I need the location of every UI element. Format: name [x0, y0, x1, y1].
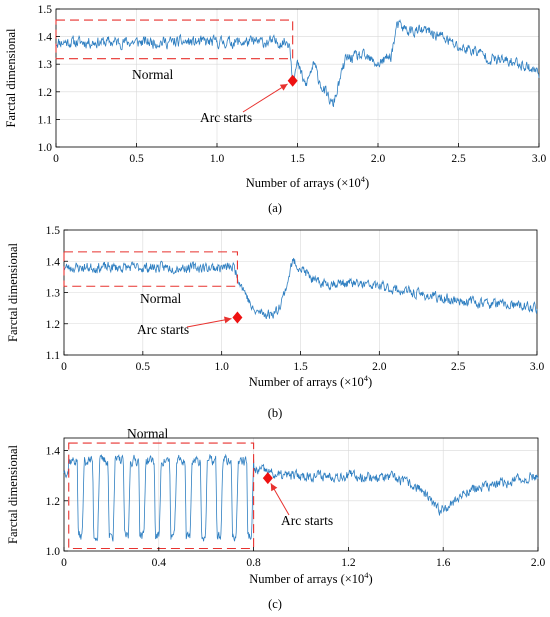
- y-tick-label: 1.0: [46, 546, 61, 558]
- y-axis-label: Farctal dimensional: [4, 28, 18, 127]
- x-tick-label: 0.4: [152, 557, 167, 569]
- arc-start-arrowhead: [279, 83, 288, 91]
- panel-caption: (c): [268, 597, 282, 611]
- arc-start-arrow: [242, 83, 288, 113]
- x-tick-label: 2.5: [451, 361, 466, 373]
- arc-start-marker: [262, 472, 273, 485]
- y-tick-label: 1.1: [46, 350, 61, 362]
- normal-label: Normal: [132, 67, 173, 82]
- y-tick-label: 1.1: [38, 114, 53, 126]
- x-axis-label: Number of arrays (×104): [249, 570, 372, 586]
- y-axis-label: Farctal dimensional: [6, 445, 20, 544]
- x-tick-label: 0: [53, 153, 59, 165]
- panel-b: 0 0.5 1.0 1.5 2.0 2.5 3.0 1.1 1.2 1.3 1.4 1.5 Farct…: [6, 225, 544, 420]
- y-tick-label: 1.2: [38, 87, 53, 99]
- arc-start-label: Arc starts: [281, 513, 333, 528]
- arc-start-label: Arc starts: [137, 322, 189, 337]
- x-axis-label: Number of arrays (×104): [249, 373, 372, 389]
- x-tick-label: 0.8: [246, 557, 261, 569]
- x-tick-label: 0: [61, 361, 67, 373]
- y-tick-label: 1.4: [38, 32, 53, 44]
- panel-caption: (b): [268, 406, 283, 420]
- panel-c: 0 0.4 0.8 1.2 1.6 2.0 1.0 1.2 1.4 Farctal dimens…: [6, 426, 545, 611]
- x-tick-label: 2.0: [531, 557, 546, 569]
- arc-start-arrowhead: [270, 483, 278, 492]
- x-tick-label: 2.0: [372, 361, 387, 373]
- y-tick-label: 1.2: [46, 496, 61, 508]
- arc-start-arrowhead: [224, 316, 232, 324]
- x-tick-label: 1.2: [341, 557, 356, 569]
- arc-start-marker: [232, 311, 243, 324]
- y-tick-label: 1.2: [46, 319, 61, 331]
- normal-region-box: [68, 442, 255, 550]
- series-line: [55, 19, 540, 108]
- x-tick-label: 1.6: [436, 557, 451, 569]
- y-tick-label: 1.4: [46, 256, 61, 268]
- x-axis-label: Number of arrays (×104): [246, 174, 369, 190]
- x-tick-label: 1.5: [290, 153, 305, 165]
- plot-frame: [63, 437, 539, 552]
- x-tick-label: 1.0: [214, 361, 229, 373]
- y-tick-label: 1.0: [38, 142, 53, 154]
- y-tick-label: 1.3: [38, 59, 53, 71]
- y-tick-label: 1.5: [46, 225, 61, 237]
- y-tick-label: 1.5: [38, 4, 53, 16]
- y-tick-label: 1.4: [46, 446, 61, 458]
- normal-label: Normal: [127, 426, 168, 441]
- series-line: [63, 453, 539, 542]
- panel-a: 0 0.5 1.0 1.5 2.0 2.5 3.0 1.0 1.1 1.2 1.3 1.4 1.5 Fa…: [4, 4, 546, 215]
- x-tick-label: 1.0: [210, 153, 225, 165]
- normal-label: Normal: [140, 291, 181, 306]
- arc-start-marker: [287, 74, 298, 87]
- normal-region-box: [55, 19, 294, 60]
- series-line: [64, 257, 538, 320]
- x-tick-label: 1.5: [293, 361, 308, 373]
- x-tick-label: 0: [61, 557, 67, 569]
- x-tick-label: 2.5: [451, 153, 466, 165]
- x-tick-label: 2.0: [371, 153, 386, 165]
- y-axis-label: Farctal dimensional: [6, 243, 20, 342]
- y-tick-label: 1.3: [46, 288, 61, 300]
- x-tick-label: 3.0: [532, 153, 547, 165]
- x-tick-label: 0.5: [136, 361, 151, 373]
- x-tick-label: 3.0: [530, 361, 545, 373]
- arc-start-arrow: [186, 318, 232, 328]
- x-tick-label: 0.5: [129, 153, 144, 165]
- panel-caption: (a): [268, 201, 282, 215]
- arc-start-label: Arc starts: [200, 110, 252, 125]
- normal-region-box: [63, 251, 238, 287]
